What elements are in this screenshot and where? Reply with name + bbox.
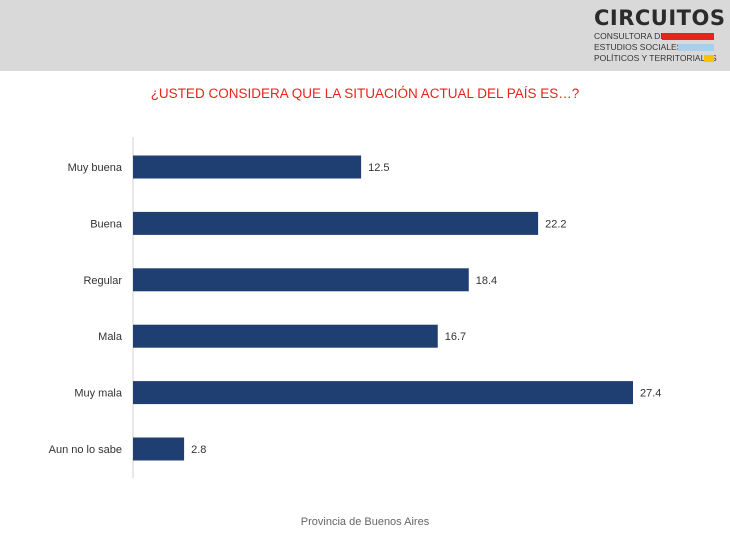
circuitos-logo: CIRCUITOS CONSULTORA DE ESTUDIOS SOCIALE… <box>594 6 725 66</box>
category-label-1: Buena <box>90 218 123 230</box>
category-label-4: Muy mala <box>74 388 123 400</box>
logo-bar-yellow <box>704 55 714 62</box>
logo-bar-red <box>662 33 714 40</box>
logo-name: CIRCUITOS <box>594 6 726 30</box>
category-label-3: Mala <box>98 331 123 343</box>
bar-3 <box>133 324 438 348</box>
bar-2 <box>133 268 469 292</box>
logo-line-1: CONSULTORA DE <box>594 31 666 41</box>
category-label-0: Muy buena <box>68 162 123 174</box>
bar-4 <box>133 381 633 405</box>
category-label-2: Regular <box>83 275 122 287</box>
header-band: CIRCUITOS CONSULTORA DE ESTUDIOS SOCIALE… <box>0 0 730 71</box>
logo-bar-blue <box>678 44 714 51</box>
data-label-3: 16.7 <box>445 331 466 343</box>
bar-0 <box>133 155 362 179</box>
data-label-4: 27.4 <box>640 388 661 400</box>
bar-5 <box>133 437 185 461</box>
data-label-0: 12.5 <box>368 162 389 174</box>
logo-line-3: POLÍTICOS Y TERRITORIALES <box>594 53 717 63</box>
data-label-1: 22.2 <box>545 218 566 230</box>
data-label-5: 2.8 <box>191 444 206 456</box>
chart-title: ¿USTED CONSIDERA QUE LA SITUACIÓN ACTUAL… <box>150 86 580 101</box>
bar-1 <box>133 211 539 235</box>
logo-line-2: ESTUDIOS SOCIALES, <box>594 42 685 52</box>
footer-caption: Provincia de Buenos Aires <box>300 516 430 528</box>
category-label-5: Aun no lo sabe <box>49 444 122 456</box>
data-label-2: 18.4 <box>476 275 497 287</box>
